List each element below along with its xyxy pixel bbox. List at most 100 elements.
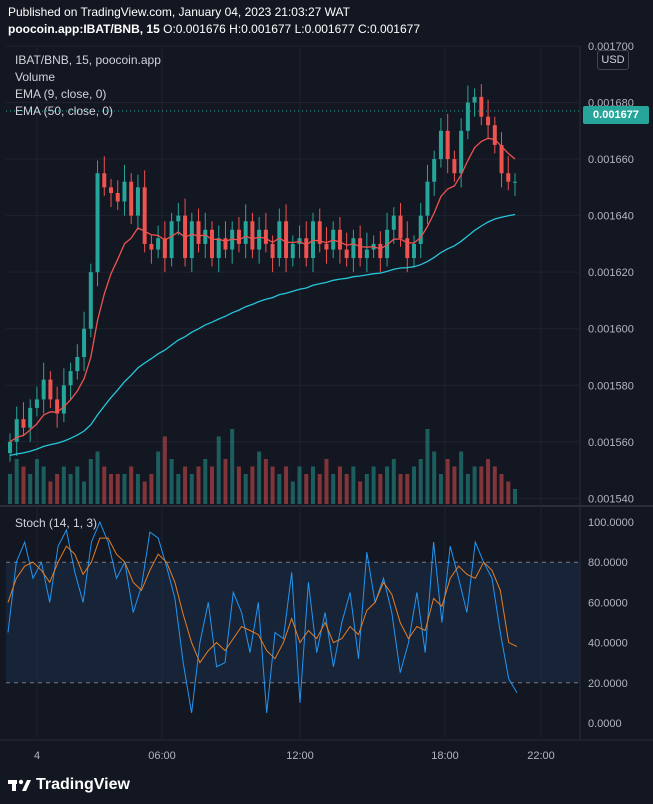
volume-bar bbox=[385, 466, 390, 504]
last-price-tag: 0.001677 bbox=[583, 106, 649, 124]
candle-body bbox=[277, 221, 282, 259]
candle-body bbox=[465, 102, 470, 131]
volume-bar bbox=[331, 474, 336, 504]
volume-bar bbox=[317, 474, 322, 504]
stoch-tick-label: 80.0000 bbox=[588, 557, 628, 569]
volume-bar bbox=[492, 466, 497, 504]
volume-bar bbox=[48, 481, 53, 504]
volume-bar bbox=[88, 459, 93, 504]
volume-bar bbox=[14, 459, 19, 504]
volume-bar bbox=[8, 474, 12, 504]
candle-body bbox=[216, 238, 221, 259]
volume-bar bbox=[398, 474, 403, 504]
volume-bar bbox=[472, 466, 477, 504]
volume-bar bbox=[304, 474, 309, 504]
candle-body bbox=[109, 187, 113, 194]
volume-bar bbox=[82, 481, 87, 504]
volume-bar bbox=[506, 481, 511, 504]
volume-bar bbox=[257, 451, 262, 504]
candle-body bbox=[122, 181, 127, 202]
candle-body bbox=[210, 229, 214, 259]
volume-bar bbox=[216, 436, 221, 504]
candle-body bbox=[196, 221, 201, 244]
stoch-pane bbox=[6, 520, 580, 713]
volume-bar bbox=[452, 466, 457, 504]
volume-bar bbox=[344, 474, 349, 504]
volume-bar bbox=[236, 466, 241, 504]
stoch-tick-label: 60.0000 bbox=[588, 597, 628, 609]
price-tick-label: 0.001600 bbox=[588, 324, 634, 336]
axis-labels: 0.0017000.0016800.0016600.0016400.001620… bbox=[34, 41, 634, 762]
candle-body bbox=[479, 96, 484, 117]
time-tick-label: 06:00 bbox=[148, 750, 176, 762]
candle-body bbox=[102, 173, 107, 188]
volume-bar bbox=[34, 459, 39, 504]
candle-body bbox=[418, 215, 423, 244]
volume-bar bbox=[122, 474, 127, 504]
price-tick-label: 0.001640 bbox=[588, 211, 634, 223]
volume-bar bbox=[149, 474, 154, 504]
candle-body bbox=[337, 229, 342, 250]
candle-body bbox=[75, 356, 80, 372]
stoch-tick-label: 40.0000 bbox=[588, 638, 628, 650]
candle-body bbox=[445, 130, 450, 160]
volume-bar bbox=[75, 466, 80, 504]
currency-button[interactable]: USD bbox=[597, 50, 629, 70]
time-tick-label: 18:00 bbox=[431, 750, 459, 762]
volume-bar bbox=[364, 474, 369, 504]
tradingview-logo-icon bbox=[8, 779, 31, 791]
volume-bar bbox=[169, 459, 174, 504]
volume-bar bbox=[183, 466, 188, 504]
time-tick-label: 12:00 bbox=[286, 750, 314, 762]
candle-body bbox=[142, 187, 147, 244]
volume-bar bbox=[337, 466, 342, 504]
candle-body bbox=[149, 243, 154, 250]
candle-body bbox=[61, 385, 66, 414]
legend-ema9: EMA (9, close, 0) bbox=[15, 87, 107, 101]
candle-body bbox=[21, 419, 26, 428]
candle-body bbox=[95, 173, 100, 273]
price-legend: IBAT/BNB, 15, poocoin.app Volume EMA (9,… bbox=[15, 52, 161, 120]
volume-bar bbox=[156, 451, 161, 504]
candle-body bbox=[290, 243, 295, 259]
symbol-ohlc-line: poocoin.app:IBAT/BNB, 15 O:0.001676 H:0.… bbox=[8, 22, 420, 36]
volume-bar bbox=[203, 459, 208, 504]
legend-volume: Volume bbox=[15, 70, 56, 84]
price-tick-label: 0.001560 bbox=[588, 437, 634, 449]
volume-bar bbox=[378, 474, 383, 504]
price-tick-label: 0.001580 bbox=[588, 380, 634, 392]
candle-body bbox=[270, 243, 275, 259]
volume-bar bbox=[412, 466, 416, 504]
candle-body bbox=[344, 249, 349, 259]
candle-body bbox=[351, 238, 356, 259]
volume-bar bbox=[115, 474, 120, 504]
stoch-tick-label: 20.0000 bbox=[588, 678, 628, 690]
volume-bar bbox=[391, 459, 396, 504]
tradingview-logo[interactable]: TradingView bbox=[8, 776, 130, 794]
volume-bar bbox=[324, 459, 329, 504]
volume-bar bbox=[102, 466, 107, 504]
candle-body bbox=[472, 96, 477, 103]
candle-body bbox=[41, 379, 46, 400]
volume-bar bbox=[68, 474, 73, 504]
stoch-legend: Stoch (14, 1, 3) bbox=[15, 516, 98, 530]
candle-body bbox=[88, 272, 93, 329]
volume-bar bbox=[28, 474, 33, 504]
volume-bar bbox=[432, 451, 437, 504]
candle-body bbox=[250, 221, 255, 250]
tradingview-brand: TradingView bbox=[36, 776, 130, 793]
price-tick-label: 0.001540 bbox=[588, 493, 634, 505]
candle-body bbox=[304, 238, 309, 259]
volume-bar bbox=[358, 481, 363, 504]
candle-body bbox=[317, 221, 322, 244]
candle-body bbox=[452, 159, 457, 174]
candle-body bbox=[48, 379, 53, 400]
volume-bar bbox=[311, 466, 315, 504]
volume-bar bbox=[418, 459, 423, 504]
stoch-tick-label: 0.0000 bbox=[588, 718, 622, 730]
candle-body bbox=[55, 399, 60, 414]
candle-body bbox=[499, 144, 504, 174]
candle-body bbox=[162, 238, 167, 259]
candle-body bbox=[513, 181, 517, 183]
